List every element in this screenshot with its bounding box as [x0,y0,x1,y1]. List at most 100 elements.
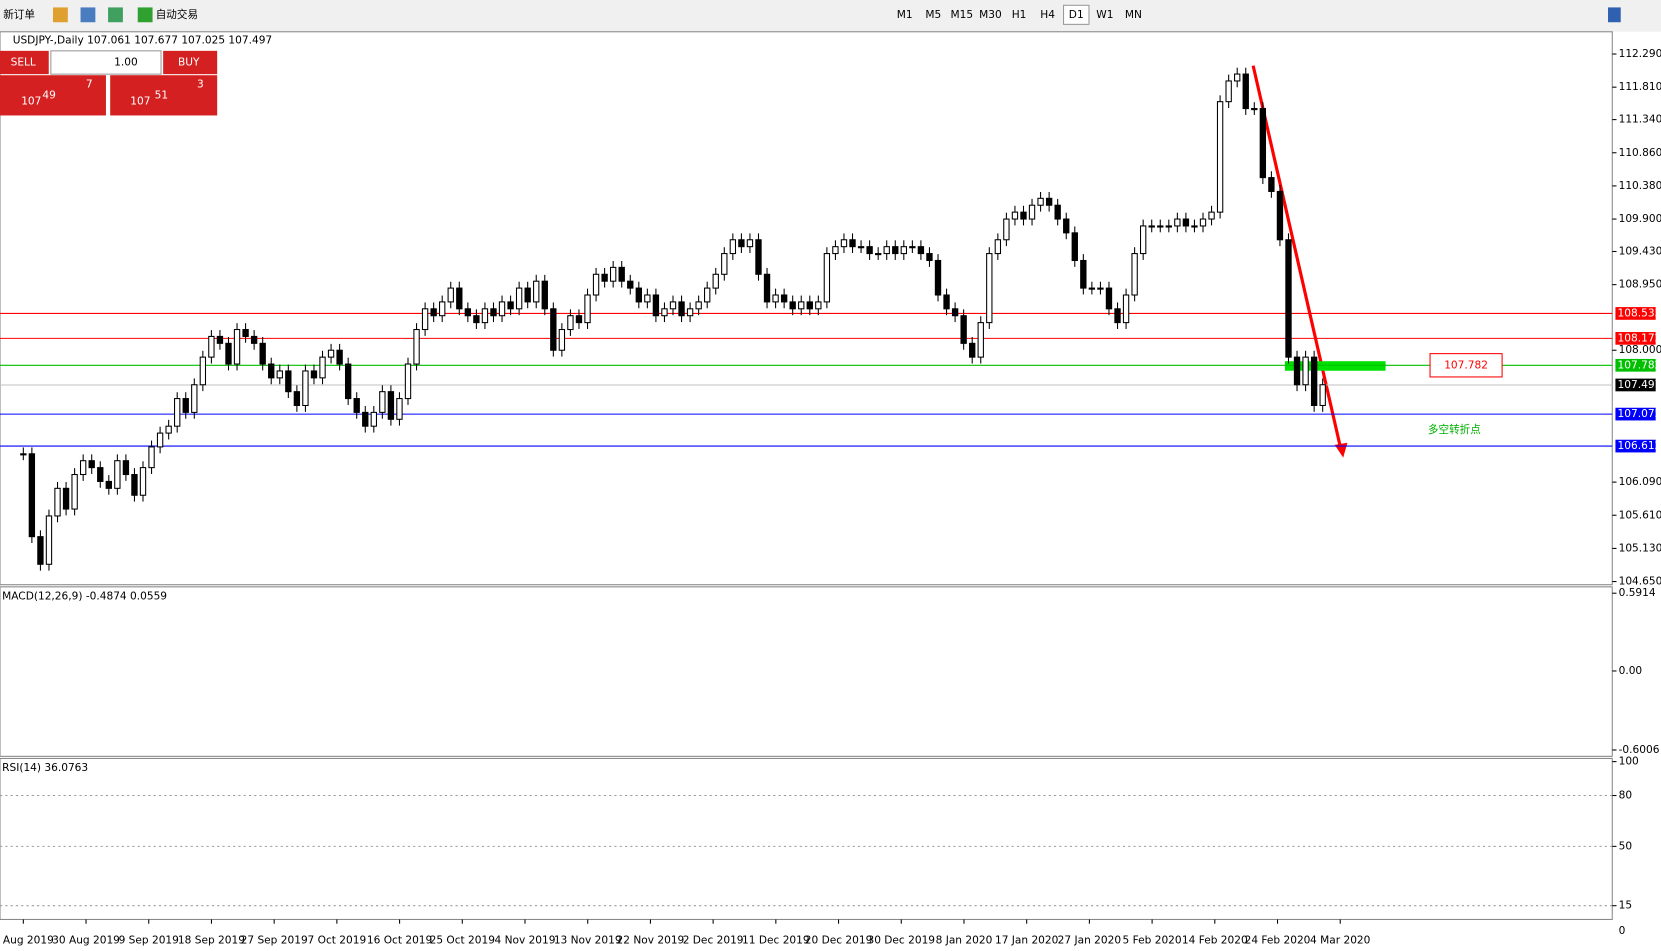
candle [934,259,942,296]
y-tick-label: -0.6006 [1619,744,1660,756]
candle [1165,225,1172,228]
y-tick-label: 100 [1619,756,1639,768]
candle [37,536,44,565]
candle [524,287,531,303]
candle [1114,308,1121,324]
timeframe-button[interactable]: D1 [1069,9,1084,21]
toolbar [0,0,1661,32]
y-tick-label: 108.000 [1619,344,1661,356]
candle [276,370,283,379]
candle [575,315,583,324]
lots-input[interactable] [50,50,162,75]
candle [1191,225,1198,228]
icon[interactable] [52,7,68,23]
candle [943,294,950,310]
candle [1174,218,1181,227]
timeframe-button[interactable]: M30 [979,9,1002,21]
x-tick-label: 4 Mar 2020 [1310,935,1371,947]
candle [71,473,78,510]
candle [387,391,395,420]
sell-price[interactable] [0,75,106,116]
candle [515,287,523,310]
candle [498,301,506,317]
candle [439,301,446,317]
candle [1139,225,1147,255]
candle [541,280,548,310]
sell-big: 107 [21,96,41,108]
y-tick-label: 0 [1619,925,1626,937]
x-tick-label: 20 Dec 2019 [805,935,873,947]
candle [250,335,258,344]
sell-button[interactable] [0,50,49,75]
candle [669,301,677,310]
sell-label[interactable]: SELL [11,56,36,68]
candle [627,280,634,289]
candle [344,363,352,400]
candle [191,384,198,413]
level-tag-label: 107.075 [1618,408,1661,420]
level-tag-label: 108.533 [1618,307,1661,319]
lots-value[interactable]: 1.00 [114,56,138,68]
timeframe-button[interactable]: M5 [925,9,941,21]
candle [917,246,925,255]
buy-price[interactable] [110,75,218,116]
timeframe-button[interactable]: W1 [1096,9,1113,21]
y-tick-label: 106.090 [1619,476,1661,488]
candle [319,356,326,379]
new-order-button[interactable]: 新订单 [3,8,35,21]
x-tick-label: 27 Jan 2020 [1058,935,1122,947]
x-tick-label: 2 Dec 2019 [683,935,744,947]
sell-frac: 7 [86,79,93,91]
buy-button[interactable] [163,50,218,75]
candle [1182,218,1190,227]
candle [1302,356,1309,386]
candle [815,301,822,310]
candle [704,287,711,303]
auto-trading-button[interactable]: 自动交易 [156,8,198,21]
candle [951,308,959,317]
icon[interactable] [108,7,123,23]
timeframe-button[interactable]: MN [1125,9,1142,21]
candle [661,308,668,317]
candle [926,253,933,262]
candle [1020,211,1027,220]
candle [533,280,540,303]
timeframe-button[interactable]: H1 [1012,9,1027,21]
candle [592,273,600,296]
candle [1097,287,1104,290]
candle [421,308,429,331]
trend-arrow [1251,65,1343,451]
candle [986,253,993,324]
candle [1003,218,1010,241]
y-tick-label: 105.130 [1619,542,1661,554]
candle [909,246,916,249]
x-tick-label: 4 Nov 2019 [494,935,555,947]
y-tick-label: 50 [1619,840,1633,852]
candle [874,253,882,256]
timeframe-button[interactable]: H4 [1040,9,1055,21]
y-tick-label: 110.860 [1619,147,1661,159]
chart-title: USDJPY-,Daily 107.061 107.677 107.025 10… [13,34,272,46]
buy-label[interactable]: BUY [178,56,200,68]
candle [456,287,463,310]
timeframe-button[interactable]: M1 [897,9,913,21]
y-tick-label: 111.340 [1619,114,1661,126]
candle [105,480,112,489]
candle [302,370,309,407]
candle [1054,204,1061,220]
search-icon[interactable] [1608,7,1621,23]
candle [370,411,377,427]
candle [1088,287,1096,290]
x-tick-label: 9 Sep 2019 [119,935,179,947]
icon[interactable] [80,7,96,23]
candle [1011,211,1019,220]
candle [148,446,155,469]
timeframe-button[interactable]: M15 [951,9,974,21]
candle [1199,218,1207,227]
candle [969,342,976,358]
icon[interactable] [137,7,153,23]
annotation-price: 107.782 [1444,359,1488,371]
candle [233,328,241,365]
candle [609,266,617,282]
candle [652,294,660,317]
